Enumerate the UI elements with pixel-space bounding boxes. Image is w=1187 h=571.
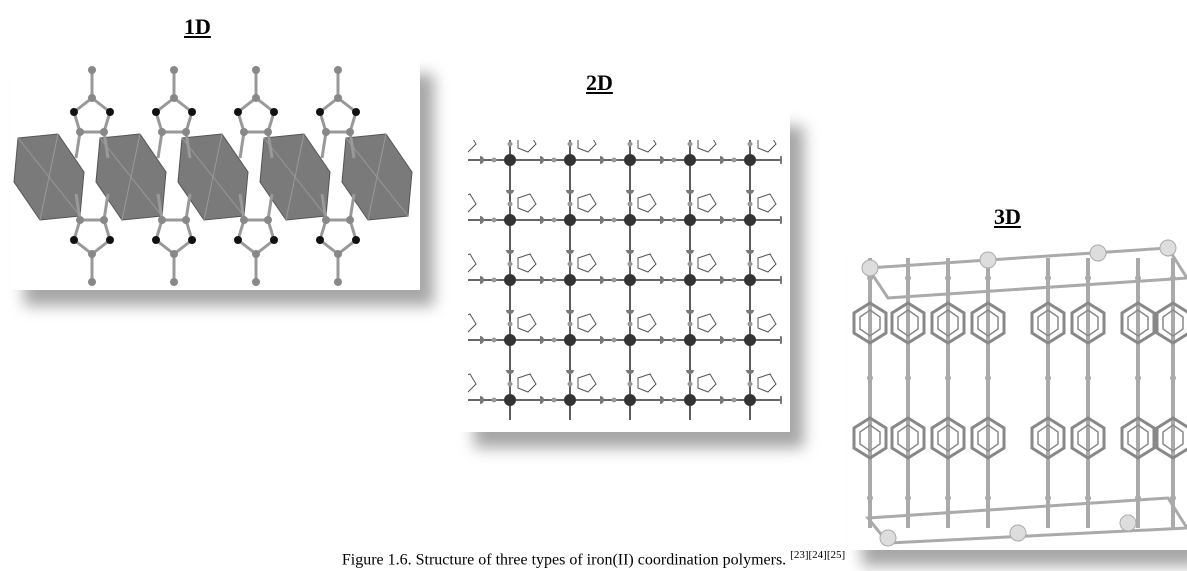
- panel-label: 1D: [184, 14, 211, 40]
- caption-text: Figure 1.6. Structure of three types of …: [342, 551, 786, 568]
- structure-3d-drawing: [848, 238, 1187, 550]
- caption-refs: [23][24][25]: [790, 549, 845, 561]
- structure-1d-drawing: [10, 58, 420, 290]
- panel-label: 2D: [586, 70, 613, 96]
- structure-1d: [10, 58, 420, 290]
- page: 1D 2D 3D: [0, 0, 1187, 571]
- structure-2d-drawing: [460, 110, 790, 432]
- panel-label: 3D: [994, 204, 1021, 230]
- structure-3d: [848, 238, 1187, 550]
- figure-caption: Figure 1.6. Structure of three types of …: [0, 549, 1187, 569]
- structure-2d: [460, 110, 790, 432]
